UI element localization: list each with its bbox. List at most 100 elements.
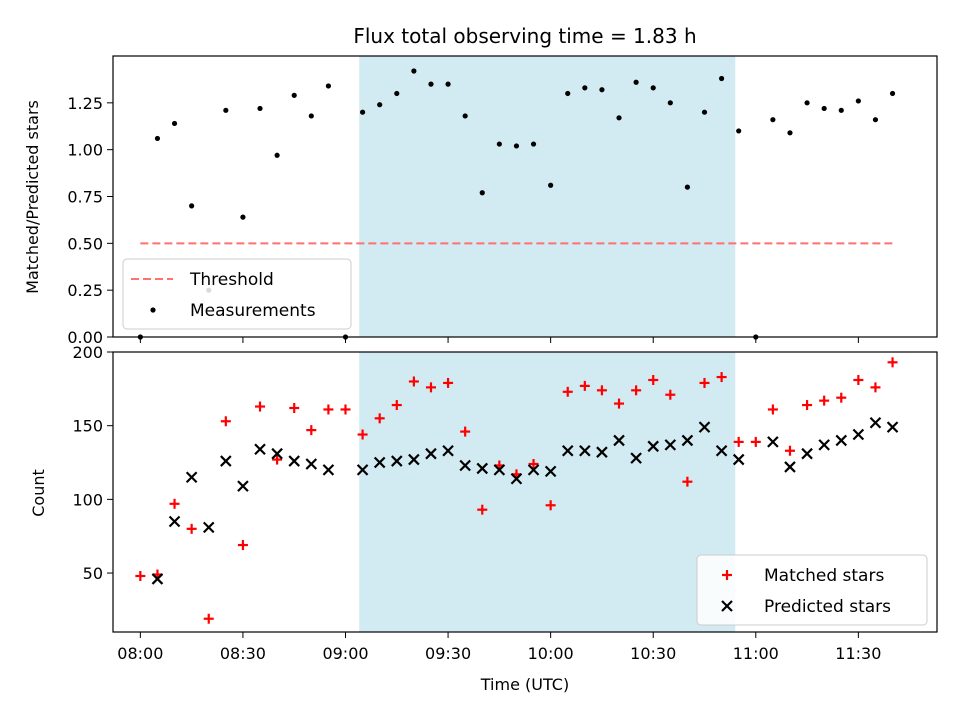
bottom-matched-point: [665, 389, 676, 400]
bottom-matched-point: [579, 380, 590, 391]
bottom-predicted-point: [373, 456, 386, 469]
top-measurement-point: [154, 135, 161, 142]
bottom-matched-point: [203, 613, 214, 624]
top-measurement-point: [240, 214, 246, 220]
top-measurement-point: [804, 100, 810, 106]
bottom-matched-point: [750, 436, 761, 447]
bottom-matched-point: [220, 416, 231, 427]
top-panel: 0.00 0.25 0.50 0.75 1.00 1.25 Threshold Measure…: [67, 55, 938, 347]
top-measurement-point: [394, 90, 400, 97]
bottom-predicted-point: [220, 455, 232, 467]
bottom-matched-point: [614, 398, 625, 409]
top-measurement-point: [701, 109, 708, 115]
bottom-matched-point: [340, 404, 351, 415]
chart-title: Flux total observing time = 1.83 h: [353, 24, 696, 48]
bottom-matched-point: [237, 540, 248, 551]
bottom-predicted-point: [818, 439, 830, 451]
bottom-predicted-point: [647, 440, 659, 453]
bottom-matched-point: [545, 500, 556, 511]
top-measurement-point: [872, 117, 879, 123]
bottom-matched-point: [357, 429, 368, 440]
top-measurement-point: [718, 75, 725, 82]
top-measurement-point: [445, 81, 451, 87]
top-measurement-point: [479, 190, 485, 196]
bottom-x-tick-label: 08:30: [220, 644, 266, 663]
bottom-y-tick-label: 150: [72, 417, 103, 436]
top-measurement-point: [462, 113, 468, 119]
bottom-predicted-point: [322, 464, 335, 476]
bottom-x-tick-label: 09:00: [322, 644, 368, 663]
bottom-predicted-point: [185, 471, 198, 484]
top-legend-label: Measurements: [190, 301, 316, 321]
bottom-predicted-point: [630, 452, 642, 464]
bottom-matched-point: [323, 404, 334, 415]
bottom-predicted-point: [271, 447, 283, 460]
bottom-matched-point: [408, 376, 419, 387]
bottom-predicted-point: [408, 453, 420, 466]
bottom-matched-point: [836, 392, 847, 403]
top-measurement-point: [428, 81, 434, 87]
bottom-predicted-point: [698, 421, 711, 433]
top-measurement-point: [736, 128, 742, 134]
bottom-y-axis-label: Count: [29, 469, 48, 517]
bottom-predicted-point: [476, 462, 489, 475]
x-axis-label: Time (UTC): [480, 675, 569, 694]
bottom-x-tick-label: 10:30: [630, 644, 676, 663]
top-measurement-point: [787, 130, 793, 136]
top-measurement-point: [496, 141, 502, 147]
bottom-matched-point: [477, 504, 488, 515]
top-measurement-point: [257, 105, 263, 112]
bottom-predicted-point: [288, 455, 300, 467]
bottom-matched-point: [135, 571, 146, 581]
bottom-predicted-point: [544, 465, 557, 478]
bottom-predicted-point: [459, 459, 471, 472]
bottom-predicted-point: [801, 447, 813, 460]
top-measurement-point: [650, 85, 656, 91]
bottom-matched-point: [186, 523, 197, 534]
top-observing-window: [359, 56, 736, 337]
bottom-legend-label: Matched stars: [764, 566, 884, 586]
bottom-matched-point: [596, 385, 607, 396]
bottom-legend: [696, 554, 928, 626]
top-measurement-point: [548, 182, 554, 188]
bottom-predicted-point: [168, 515, 181, 528]
bottom-axes-frame: [112, 351, 938, 633]
bottom-y-tick-label: 100: [72, 490, 103, 509]
top-measurement-point: [359, 109, 366, 115]
bottom-matched-point: [733, 436, 744, 447]
bottom-matched-point: [716, 372, 727, 383]
top-legend-measurement-swatch: [150, 307, 156, 313]
bottom-x-tick-label: 09:30: [425, 644, 471, 663]
bottom-predicted-point: [510, 472, 523, 485]
bottom-predicted-point: [715, 444, 728, 457]
bottom-predicted-point: [151, 573, 164, 585]
bottom-matched-point: [272, 454, 283, 465]
top-y-tick-label: 0.50: [67, 234, 103, 253]
top-measurement-point: [667, 100, 673, 106]
bottom-matched-point: [169, 498, 180, 509]
top-measurement-point: [291, 92, 297, 98]
top-measurement-point: [889, 90, 896, 97]
bottom-matched-point: [460, 426, 471, 437]
top-y-axis-label: Matched/Predicted stars: [23, 100, 42, 294]
top-y-tick-label: 0.00: [67, 328, 103, 347]
bottom-matched-point: [391, 400, 402, 411]
bottom-predicted-point: [305, 458, 318, 470]
bottom-predicted-point: [425, 447, 437, 460]
bottom-panel: 50 100 150 200 08:00 08:30 09:00 09:30 10:00 10:3…: [72, 343, 938, 663]
bottom-matched-point: [306, 425, 317, 436]
top-measurement-point: [171, 120, 178, 127]
bottom-predicted-point: [886, 421, 899, 433]
top-measurement-point: [325, 83, 332, 89]
bottom-matched-point: [887, 357, 898, 368]
top-measurement-point: [582, 85, 588, 91]
bottom-matched-point: [374, 413, 385, 424]
bottom-predicted-point: [527, 464, 540, 476]
bottom-x-tick-label: 10:00: [528, 644, 574, 663]
bottom-matched-point: [255, 401, 266, 412]
bottom-matched-point: [443, 377, 454, 388]
bottom-x-tick-label: 08:00: [117, 644, 163, 663]
bottom-x-tick-label: 11:00: [733, 644, 779, 663]
bottom-predicted-point: [202, 521, 215, 534]
